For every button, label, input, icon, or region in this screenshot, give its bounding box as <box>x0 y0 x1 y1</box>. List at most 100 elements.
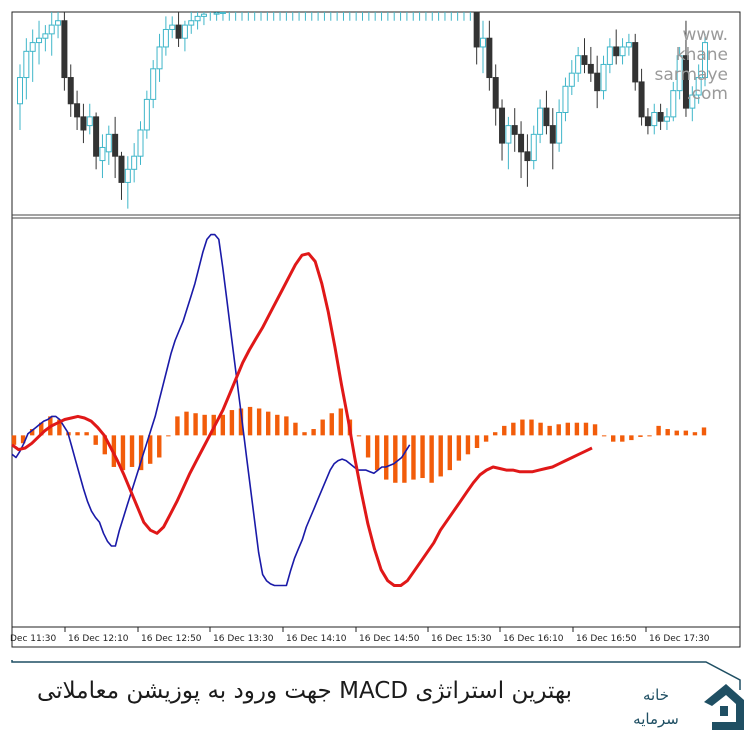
histogram-bar <box>511 422 516 436</box>
histogram-bar <box>275 414 280 436</box>
histogram-bar <box>166 435 171 437</box>
time-tick-label: Dec 11:30 <box>10 634 56 644</box>
watermark-line-1: www. <box>682 25 728 45</box>
histogram-bar <box>638 435 643 437</box>
candle-body <box>499 107 506 144</box>
candle-body <box>99 146 106 162</box>
candle-body <box>112 133 119 157</box>
time-axis: Dec 11:30 16 Dec 12:10 16 Dec 12:50 16 Dec … <box>10 627 710 644</box>
candle-body <box>42 33 49 39</box>
macd-histogram <box>11 406 707 483</box>
histogram-bar <box>20 435 26 444</box>
candle-body <box>131 155 138 170</box>
time-tick-label: 16 Dec 12:50 <box>141 634 202 644</box>
histogram-bar <box>365 435 371 458</box>
histogram-bar <box>483 435 489 442</box>
histogram-bar <box>420 435 425 479</box>
footer-frame <box>11 660 741 690</box>
logo-text-top: خانه <box>643 686 669 704</box>
candle-body <box>625 42 632 48</box>
signal-line <box>11 252 593 587</box>
candle-body <box>23 50 30 79</box>
candle-body <box>511 125 518 135</box>
histogram-bar <box>402 435 407 483</box>
histogram-bar <box>247 406 253 436</box>
candle-body <box>549 125 556 144</box>
macd-lines <box>11 233 593 587</box>
histogram-bar <box>520 419 525 436</box>
histogram-bar <box>229 410 235 436</box>
candle-body <box>118 155 125 183</box>
histogram-bar <box>120 435 126 471</box>
candle-body <box>29 42 36 52</box>
histogram-bar <box>456 435 462 461</box>
candle-body <box>518 133 525 153</box>
candle-body <box>581 55 588 65</box>
histogram-bar <box>29 429 35 436</box>
histogram-bar <box>329 413 334 436</box>
histogram-bar <box>583 422 589 436</box>
candle-body <box>200 13 207 17</box>
candle-body <box>600 63 607 92</box>
candle-body <box>663 116 670 122</box>
histogram-bar <box>266 411 271 436</box>
histogram-bar <box>492 432 498 436</box>
histogram-bar <box>629 435 634 441</box>
histogram-bar <box>601 435 607 437</box>
candle-body <box>682 55 689 109</box>
histogram-bar <box>556 424 561 436</box>
histogram-bar <box>157 435 162 458</box>
histogram-bar <box>656 425 661 436</box>
candle-body <box>562 85 569 113</box>
candle-body <box>61 20 68 79</box>
price-candles <box>17 11 708 209</box>
candle-body <box>492 77 499 109</box>
candle-body <box>175 24 182 39</box>
candle-body <box>194 15 201 22</box>
candle-body <box>537 107 544 135</box>
candle-body <box>530 133 537 162</box>
histogram-bar <box>75 432 80 436</box>
time-tick-label: 16 Dec 16:50 <box>576 634 637 644</box>
histogram-bar <box>701 427 707 436</box>
histogram-bar <box>84 432 89 436</box>
histogram-bar <box>538 422 543 436</box>
candle-body <box>105 133 112 153</box>
candle-body <box>689 94 696 109</box>
histogram-bar <box>356 435 362 437</box>
candle-body <box>36 37 43 44</box>
time-tick-label: 16 Dec 17:30 <box>649 634 710 644</box>
candle-body <box>137 129 144 157</box>
candle-body <box>702 42 708 79</box>
candle-body <box>213 12 220 15</box>
candle-body <box>657 112 664 122</box>
candle-body <box>568 72 575 87</box>
histogram-bar <box>692 432 698 436</box>
histogram-bar <box>429 435 434 483</box>
histogram-bar <box>338 408 344 436</box>
candle-body <box>17 77 23 105</box>
histogram-bar <box>11 435 17 445</box>
histogram-bar <box>293 422 298 436</box>
candle-body <box>556 112 563 144</box>
histogram-bar <box>202 414 207 436</box>
candle-body <box>613 46 620 57</box>
candle-body <box>143 98 150 131</box>
histogram-bar <box>175 416 180 436</box>
histogram-bar <box>129 435 135 467</box>
histogram-bar <box>647 435 652 437</box>
time-tick-label: 16 Dec 12:10 <box>68 634 129 644</box>
histogram-bar <box>529 419 534 436</box>
chart-frame <box>11 11 741 648</box>
house-icon <box>704 684 744 730</box>
candle-body <box>473 11 480 48</box>
histogram-bar <box>547 425 552 436</box>
histogram-bar <box>611 435 616 442</box>
caption-title: بهترین استراتژی MACD جهت ورود به پوزیشن … <box>36 678 572 704</box>
candle-body <box>651 112 658 127</box>
time-tick-label: 16 Dec 16:10 <box>503 634 564 644</box>
histogram-bar <box>256 408 262 436</box>
histogram-bar <box>393 435 398 483</box>
histogram-bar <box>57 419 62 436</box>
candle-body <box>632 42 639 83</box>
